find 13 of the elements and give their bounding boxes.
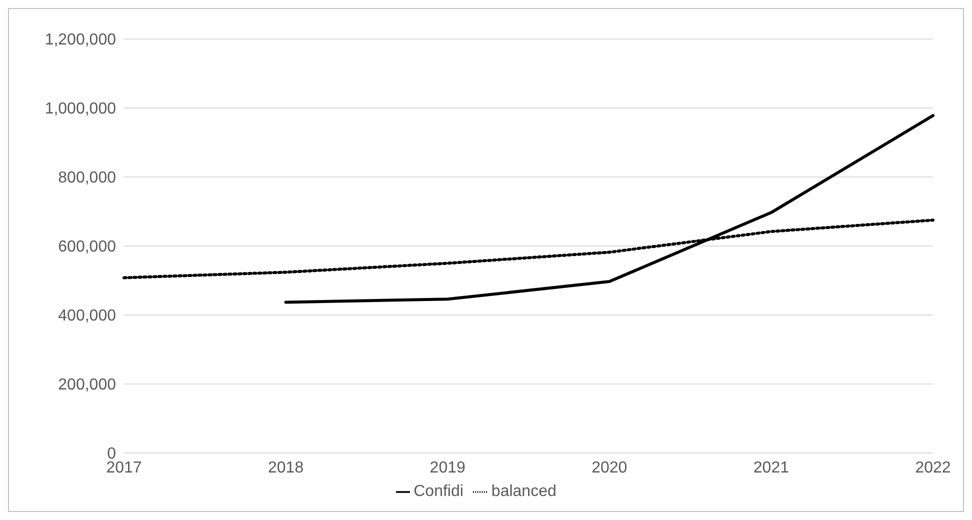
y-tick-label: 1,200,000 [44, 32, 116, 49]
y-tick-label: 800,000 [58, 170, 116, 187]
y-tick-label: 1,000,000 [44, 100, 116, 118]
legend-label: Confidi [414, 483, 464, 500]
y-tick-label: 400,000 [58, 308, 116, 325]
x-tick-label: 2019 [430, 459, 466, 476]
x-tick-label: 2021 [753, 459, 790, 476]
y-tick-label: 200,000 [58, 376, 116, 394]
x-tick-label: 2022 [915, 459, 951, 476]
y-tick-label: 600,000 [58, 238, 116, 256]
x-tick-label: 2018 [268, 459, 304, 476]
x-tick-label: 2020 [592, 459, 628, 476]
legend-label: balanced [491, 483, 556, 500]
